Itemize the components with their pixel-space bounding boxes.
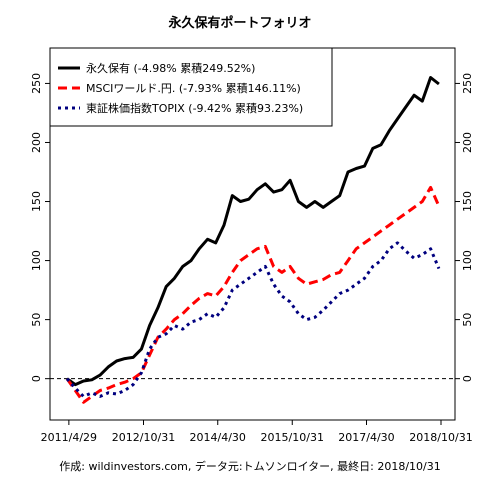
x-tick-label: 2017/4/30 <box>338 431 394 444</box>
y-tick-label-left: 0 <box>30 375 43 382</box>
source-caption: 作成: wildinvestors.com, データ元:トムソンロイター, 最終… <box>59 459 440 473</box>
series-line-1 <box>66 76 440 387</box>
x-tick-label: 2018/10/31 <box>409 431 472 444</box>
y-axis-right: 0 50 100 150 200 250 <box>455 73 474 382</box>
legend-label-2: MSCIワールド.円. (-7.93% 累積146.11%) <box>86 81 301 95</box>
x-tick-label: 2015/10/31 <box>261 431 324 444</box>
y-axis-left: 0 50 100 150 200 250 <box>30 73 50 382</box>
chart-title: 永久保有ポートフォリオ <box>167 15 311 31</box>
series-layer <box>65 76 441 404</box>
series-line-2 <box>65 185 441 404</box>
series-line-3 <box>65 241 441 398</box>
y-tick-label-left: 150 <box>30 191 43 212</box>
y-tick-label-right: 200 <box>461 132 474 153</box>
legend: 永久保有 (-4.98% 累積249.52%) MSCIワールド.円. (-7.9… <box>49 47 333 127</box>
legend-label-3: 東証株価指数TOPIX (-9.42% 累積93.23%) <box>86 101 303 115</box>
y-tick-label-right: 100 <box>461 250 474 271</box>
y-tick-label-right: 250 <box>461 73 474 94</box>
y-tick-label-left: 250 <box>30 73 43 94</box>
x-tick-label: 2012/10/31 <box>112 431 175 444</box>
y-tick-label-right: 150 <box>461 191 474 212</box>
x-axis: 2011/4/29 2012/10/31 2014/4/30 2015/10/31 20… <box>41 420 473 444</box>
y-tick-label-left: 200 <box>30 132 43 153</box>
x-tick-label: 2011/4/29 <box>41 431 97 444</box>
legend-box <box>49 47 333 127</box>
legend-label-1: 永久保有 (-4.98% 累積249.52%) <box>86 61 255 75</box>
y-tick-label-left: 50 <box>30 313 43 327</box>
y-tick-label-right: 0 <box>461 375 474 382</box>
y-tick-label-left: 100 <box>30 250 43 271</box>
y-tick-label-right: 50 <box>461 313 474 327</box>
x-tick-label: 2014/4/30 <box>190 431 246 444</box>
